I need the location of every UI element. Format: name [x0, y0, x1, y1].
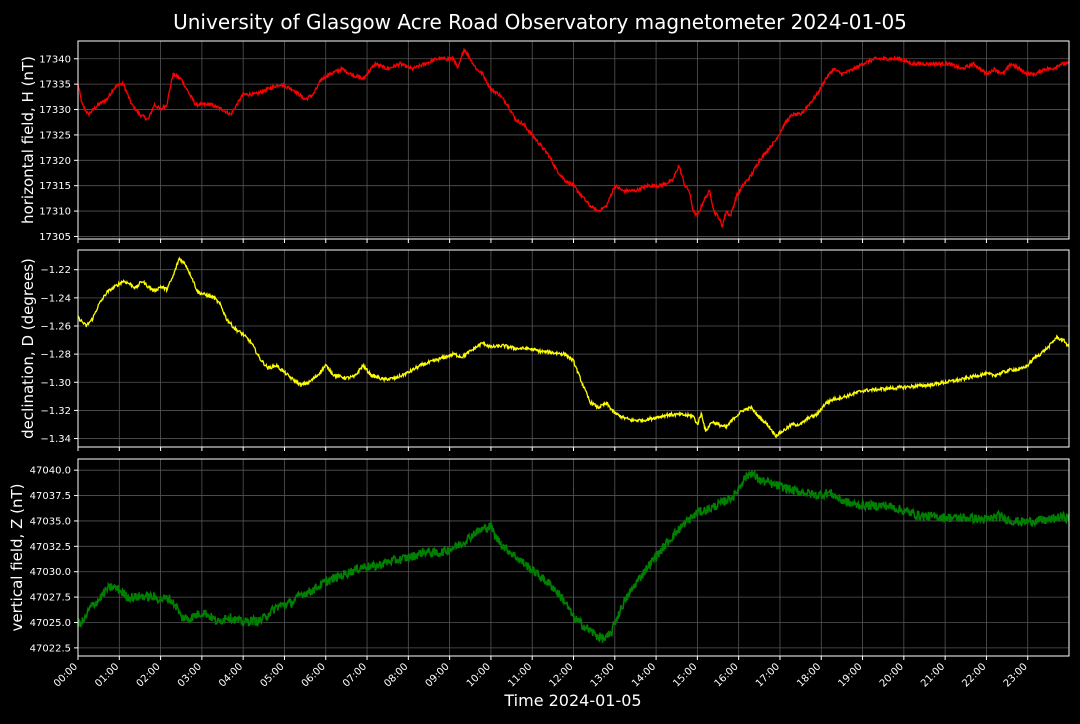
x-tick-label: 09:00 — [424, 661, 452, 689]
y-axis-label-2: declination, D (degrees) — [19, 258, 37, 439]
y-tick-label: 17320 — [39, 156, 71, 167]
y-tick-label: 17315 — [39, 181, 71, 192]
panels: 17305 17310 17315 17320 17325 17330 17335 17340… — [8, 40, 1070, 660]
y-tick-label: 17310 — [39, 207, 71, 218]
x-tick-label: 11:00 — [506, 661, 534, 689]
y-tick-label: 47035.0 — [30, 516, 71, 527]
y-tick-label: 47030.0 — [30, 567, 71, 578]
y-tick-label: 47025.0 — [30, 618, 71, 629]
x-tick-label: 15:00 — [671, 661, 699, 689]
panel-frame — [77, 249, 1070, 448]
x-tick-label: 05:00 — [258, 661, 286, 689]
x-tick-label: 23:00 — [1002, 661, 1030, 689]
y-tick-label: 17305 — [39, 232, 71, 243]
y-tick-label: −1.32 — [40, 406, 71, 417]
y-tick-label: −1.28 — [40, 350, 71, 361]
y-tick-label: 47022.5 — [30, 643, 71, 654]
x-axis-label: Time 2024-01-05 — [503, 691, 641, 710]
series-line-2 — [78, 256, 1069, 439]
x-tick-label: 03:00 — [176, 661, 204, 689]
x-tick-label: 17:00 — [754, 661, 782, 689]
x-tick-label: 20:00 — [878, 661, 906, 689]
x-tick-label: 04:00 — [217, 661, 245, 689]
y-tick-label: 17340 — [39, 54, 71, 65]
x-tick-label: 01:00 — [93, 661, 121, 689]
x-tick-label: 07:00 — [341, 661, 369, 689]
x-axis-ticks: 00:00 01:00 02:00 03:00 04:00 05:00 06:00 07:00… — [52, 661, 1030, 689]
y-tick-label: −1.30 — [40, 378, 71, 389]
x-tick-label: 00:00 — [52, 661, 80, 689]
series-line-1 — [78, 48, 1069, 229]
panel-frame — [77, 458, 1070, 657]
panel-1: 17305 17310 17315 17320 17325 17330 17335 17340… — [19, 40, 1070, 243]
x-tick-label: 08:00 — [382, 661, 410, 689]
x-tick-label: 02:00 — [135, 661, 163, 689]
panel-3: 47022.5 47025.0 47027.5 47030.0 47032.5 47035… — [8, 458, 1070, 660]
x-tick-label: 22:00 — [960, 661, 988, 689]
y-tick-label: 47032.5 — [30, 542, 71, 553]
y-tick-label: 17335 — [39, 80, 71, 91]
x-tick-label: 06:00 — [300, 661, 328, 689]
y-axis-label-3: vertical field, Z (nT) — [8, 483, 26, 631]
y-tick-label: 47027.5 — [30, 593, 71, 604]
y-tick-label: −1.22 — [40, 265, 71, 276]
panel-2: −1.34 −1.32 −1.30 −1.28 −1.26 −1.24 −1.22decli… — [19, 249, 1070, 451]
x-tick-label: 21:00 — [919, 661, 947, 689]
y-tick-label: −1.34 — [40, 434, 71, 445]
x-tick-label: 10:00 — [465, 661, 493, 689]
x-tick-label: 12:00 — [547, 661, 575, 689]
x-tick-label: 19:00 — [837, 661, 865, 689]
y-tick-label: 47040.0 — [30, 466, 71, 477]
x-tick-label: 16:00 — [713, 661, 741, 689]
x-tick-label: 18:00 — [795, 661, 823, 689]
y-axis-label-1: horizontal field, H (nT) — [19, 56, 37, 224]
series-line-3 — [78, 469, 1069, 643]
y-tick-label: −1.24 — [40, 293, 71, 304]
y-tick-label: 17325 — [39, 130, 71, 141]
panel-frame — [77, 40, 1070, 240]
chart-title: University of Glasgow Acre Road Observat… — [173, 10, 907, 34]
y-tick-label: 47037.5 — [30, 491, 71, 502]
x-tick-label: 14:00 — [630, 661, 658, 689]
x-tick-label: 13:00 — [589, 661, 617, 689]
y-tick-label: −1.26 — [40, 321, 71, 332]
y-tick-label: 17330 — [39, 105, 71, 116]
